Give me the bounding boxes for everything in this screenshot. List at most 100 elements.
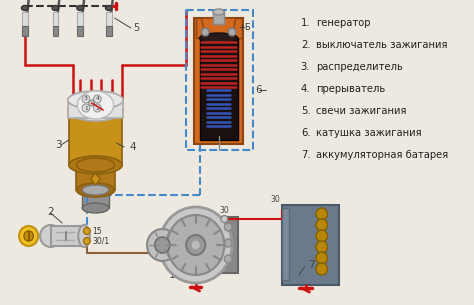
Bar xyxy=(282,208,289,280)
Bar xyxy=(196,18,242,38)
Bar xyxy=(51,226,84,246)
Text: 2: 2 xyxy=(95,106,100,110)
Ellipse shape xyxy=(107,92,117,108)
Bar xyxy=(82,190,109,208)
Circle shape xyxy=(191,240,201,250)
Polygon shape xyxy=(22,232,36,242)
Ellipse shape xyxy=(200,33,238,43)
Ellipse shape xyxy=(21,5,28,10)
Text: 4.: 4. xyxy=(301,84,310,94)
Circle shape xyxy=(167,215,224,275)
Ellipse shape xyxy=(68,91,123,109)
Circle shape xyxy=(83,238,90,245)
Circle shape xyxy=(93,104,101,112)
Circle shape xyxy=(155,237,170,253)
Ellipse shape xyxy=(40,225,61,247)
Circle shape xyxy=(316,263,328,275)
Bar xyxy=(106,26,112,36)
Bar xyxy=(22,12,27,26)
Bar xyxy=(213,12,224,24)
Bar xyxy=(53,12,58,26)
Text: 2.: 2. xyxy=(301,40,310,50)
Circle shape xyxy=(224,239,232,247)
Bar xyxy=(69,110,122,165)
Circle shape xyxy=(82,95,90,103)
Bar xyxy=(282,205,339,285)
Text: 30: 30 xyxy=(219,206,229,215)
Text: 15: 15 xyxy=(92,227,102,235)
Ellipse shape xyxy=(82,185,109,195)
Bar xyxy=(200,38,238,140)
Circle shape xyxy=(221,216,228,223)
Circle shape xyxy=(316,252,328,264)
Circle shape xyxy=(224,223,232,231)
Text: 1.: 1. xyxy=(301,18,310,28)
Ellipse shape xyxy=(52,5,59,10)
Bar xyxy=(53,26,58,36)
Bar xyxy=(77,26,83,36)
Text: генератор: генератор xyxy=(316,18,371,28)
Text: 6.: 6. xyxy=(301,128,310,138)
Text: 30: 30 xyxy=(270,195,280,203)
Text: выключатель зажигания: выключатель зажигания xyxy=(316,40,447,50)
Circle shape xyxy=(93,95,101,103)
Ellipse shape xyxy=(96,92,106,108)
Circle shape xyxy=(224,255,232,263)
Bar xyxy=(77,12,83,26)
Text: 1: 1 xyxy=(84,106,88,110)
Circle shape xyxy=(316,219,328,231)
Circle shape xyxy=(82,104,90,112)
Circle shape xyxy=(147,229,178,261)
Text: свечи зажигания: свечи зажигания xyxy=(316,106,407,116)
Text: 4: 4 xyxy=(130,142,137,152)
Bar xyxy=(68,100,123,118)
Ellipse shape xyxy=(86,92,95,108)
Circle shape xyxy=(201,28,209,36)
Circle shape xyxy=(316,230,328,242)
Text: 6: 6 xyxy=(255,85,262,95)
Text: 5.: 5. xyxy=(301,106,310,116)
Ellipse shape xyxy=(69,101,122,119)
Bar xyxy=(186,10,253,150)
Circle shape xyxy=(316,241,328,253)
Text: 5: 5 xyxy=(134,23,140,33)
Text: распределитель: распределитель xyxy=(316,62,403,72)
Text: аккумуляторная батарея: аккумуляторная батарея xyxy=(316,150,448,160)
Ellipse shape xyxy=(76,158,115,172)
Ellipse shape xyxy=(78,225,90,247)
Text: прерыватель: прерыватель xyxy=(316,84,385,94)
Text: 7: 7 xyxy=(309,260,315,270)
Text: катушка зажигания: катушка зажигания xyxy=(316,128,422,138)
Circle shape xyxy=(89,100,94,106)
Polygon shape xyxy=(91,173,100,185)
Ellipse shape xyxy=(77,5,83,10)
Circle shape xyxy=(24,231,34,241)
Bar xyxy=(106,12,112,26)
Ellipse shape xyxy=(76,183,115,197)
Ellipse shape xyxy=(77,91,114,119)
Ellipse shape xyxy=(69,156,122,174)
Text: 7.: 7. xyxy=(301,150,310,160)
Bar xyxy=(217,217,238,273)
Bar xyxy=(194,18,244,144)
Polygon shape xyxy=(201,18,236,38)
Text: 1: 1 xyxy=(169,270,176,280)
Bar xyxy=(76,165,115,190)
Text: 3.: 3. xyxy=(301,62,310,72)
Ellipse shape xyxy=(68,99,123,121)
Text: 2: 2 xyxy=(48,207,55,217)
Text: 30/1: 30/1 xyxy=(92,236,110,246)
Text: 3: 3 xyxy=(55,140,62,150)
Ellipse shape xyxy=(75,92,85,108)
Circle shape xyxy=(83,228,90,235)
Ellipse shape xyxy=(82,203,109,213)
Ellipse shape xyxy=(213,9,224,15)
Circle shape xyxy=(186,235,205,255)
Circle shape xyxy=(19,226,38,246)
Circle shape xyxy=(159,207,232,283)
Ellipse shape xyxy=(106,5,112,10)
Text: 4: 4 xyxy=(95,96,100,102)
Bar xyxy=(22,26,27,36)
Text: +Б: +Б xyxy=(238,23,250,33)
Circle shape xyxy=(316,208,328,220)
